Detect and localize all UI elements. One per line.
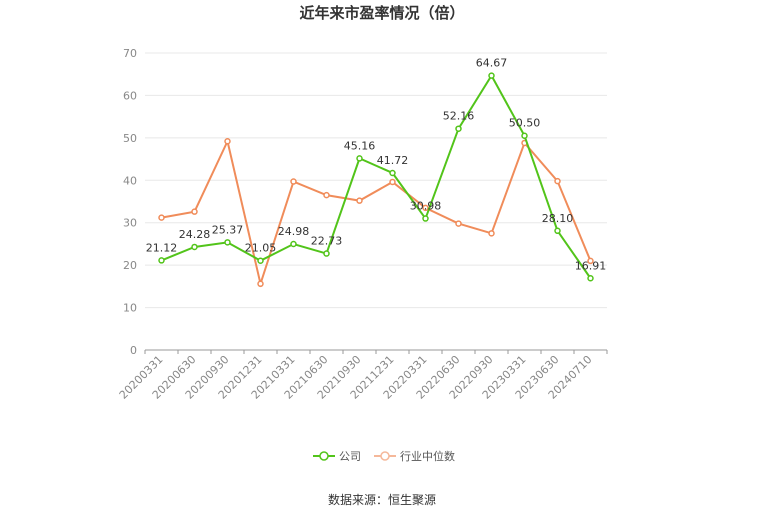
x-axis: 2020033120200630202009302020123120210331… — [117, 349, 608, 402]
data-point — [587, 257, 594, 265]
data-label: 41.72 — [377, 154, 409, 167]
legend: 公司 行业中位数 — [313, 449, 455, 463]
legend-swatch-marker — [380, 451, 390, 461]
data-point — [422, 215, 429, 222]
legend-swatch-marker — [319, 451, 329, 461]
data-point — [224, 138, 231, 145]
source-note: 数据来源：恒生聚源 — [328, 492, 436, 507]
series-行业中位数 — [158, 138, 594, 288]
data-point — [290, 178, 297, 185]
legend-item: 公司 — [313, 450, 361, 463]
data-label: 52.16 — [443, 110, 475, 123]
data-label: 45.16 — [344, 139, 376, 152]
data-label: 28.10 — [542, 212, 574, 225]
data-point — [455, 125, 462, 132]
data-label: 50.50 — [509, 117, 541, 130]
y-tick-label: 10 — [123, 302, 137, 315]
series-line — [161, 73, 592, 279]
data-label: 25.37 — [212, 223, 244, 236]
legend-item: 行业中位数 — [374, 449, 455, 463]
data-point — [257, 280, 264, 288]
y-tick-label: 60 — [123, 89, 137, 102]
data-point — [158, 257, 165, 264]
legend-label: 公司 — [339, 450, 361, 463]
data-label: 64.67 — [476, 57, 508, 70]
data-point — [191, 208, 198, 215]
y-tick-label: 30 — [123, 217, 137, 230]
y-tick-label: 0 — [130, 344, 137, 357]
data-label: 24.98 — [278, 225, 310, 238]
data-label: 21.05 — [245, 242, 277, 255]
y-axis: 0 10 20 30 40 50 60 70 — [123, 47, 137, 357]
chart-title: 近年来市盈率情况（倍） — [299, 4, 464, 22]
y-tick-label: 70 — [123, 47, 137, 60]
data-point — [455, 220, 462, 227]
data-point — [389, 169, 396, 177]
data-label: 30.98 — [410, 200, 442, 213]
data-point — [587, 275, 594, 282]
data-point — [257, 257, 264, 264]
data-label: 24.28 — [179, 228, 211, 241]
data-point — [191, 243, 198, 251]
data-point — [389, 178, 396, 186]
data-label: 16.91 — [575, 259, 607, 272]
data-point — [488, 230, 495, 237]
data-point — [422, 204, 429, 212]
data-point — [356, 197, 363, 204]
data-point — [356, 155, 363, 162]
grid-lines — [145, 52, 607, 309]
y-tick-label: 40 — [123, 174, 137, 187]
data-point — [323, 250, 330, 257]
data-point — [554, 227, 561, 235]
data-point — [323, 191, 330, 199]
data-label: 22.73 — [311, 235, 343, 248]
y-tick-label: 50 — [123, 132, 137, 145]
data-point — [290, 240, 297, 248]
data-point — [158, 214, 165, 221]
data-point — [224, 239, 231, 246]
data-point — [521, 132, 528, 139]
y-tick-label: 20 — [123, 259, 137, 272]
legend-label: 行业中位数 — [400, 449, 455, 463]
data-point — [554, 177, 561, 185]
data-point — [488, 72, 495, 79]
data-label: 21.12 — [146, 241, 178, 254]
series-line — [161, 138, 592, 288]
